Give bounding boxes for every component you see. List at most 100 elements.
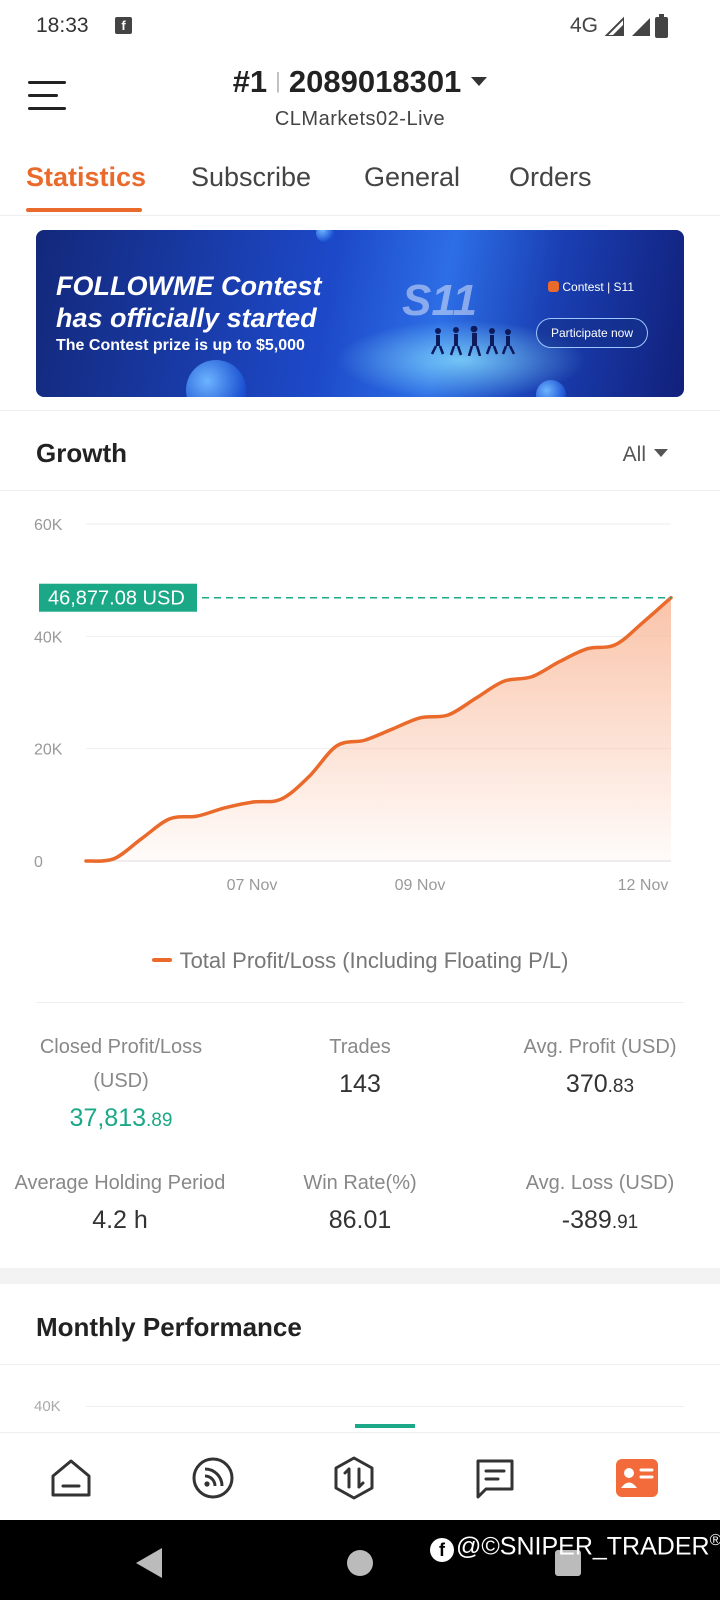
profile-card-icon[interactable] (614, 1455, 660, 1501)
stat-label: Avg. Loss (USD) (525, 1172, 675, 1194)
watermark-text: @©SNIPER_TRADER (456, 1532, 710, 1561)
chevron-down-icon (471, 77, 488, 86)
growth-chart: 60K 40K 20K 0 46,877.08 USD 07 Nov 09 Nov 12 No… (34, 517, 673, 894)
stat-value: 86.01 (328, 1206, 392, 1234)
banner-decoration (536, 380, 566, 397)
status-bar: 18:33 f 4G (0, 0, 720, 52)
feed-icon[interactable] (190, 1455, 236, 1501)
monthly-gridline (86, 1406, 684, 1407)
home-icon[interactable] (48, 1455, 94, 1501)
section-separator (0, 1268, 720, 1284)
stat-value-int: 37,813 (69, 1104, 147, 1132)
range-dropdown[interactable]: All (623, 443, 668, 467)
banner-contest-badge-label: Contest | S11 (562, 280, 634, 294)
active-tab-indicator (26, 208, 142, 212)
banner-season-mark: S11 (402, 276, 478, 325)
system-nav-bar: f @©SNIPER_TRADER® (0, 1520, 720, 1600)
stat-label: Avg. Profit (USD) (523, 1036, 677, 1058)
stat-value: -389.91 (495, 1206, 705, 1235)
growth-title: Growth (36, 438, 127, 468)
series-line (84, 595, 673, 863)
chevron-down-icon (654, 449, 668, 457)
menu-icon[interactable] (28, 78, 68, 114)
facebook-icon: f (430, 1538, 454, 1563)
stat-value: 370.83 (495, 1070, 705, 1099)
stat-value: 4.2 h (92, 1206, 148, 1234)
watermark-mark: ® (709, 1532, 720, 1549)
x-tick-label: 09 Nov (395, 877, 446, 894)
signal-icon-2 (632, 18, 650, 36)
monthly-performance-title: Monthly Performance (36, 1312, 302, 1342)
tab-general[interactable]: General (364, 162, 461, 192)
stat-label: Win Rate(%) (303, 1172, 417, 1194)
stat-label-unit: (USD) (93, 1070, 149, 1092)
account-rank: #1 (232, 64, 268, 99)
x-tick-label: 12 Nov (618, 877, 669, 894)
home-button-icon[interactable] (347, 1550, 373, 1576)
divider (36, 1002, 684, 1003)
messages-icon[interactable] (472, 1455, 518, 1501)
current-value-label: 46,877.08 USD (48, 588, 185, 610)
y-tick-label: 40K (34, 629, 63, 646)
banner-subtitle: The Contest prize is up to $5,000 (56, 337, 305, 354)
stat-value-dec: .89 (146, 1110, 173, 1131)
status-indicators: 4G (570, 14, 650, 38)
stat-win-rate: Win Rate(%) 86.01 (260, 1166, 460, 1235)
monthly-y-tick: 40K (34, 1398, 61, 1415)
bottom-nav (0, 1432, 720, 1520)
banner-contest-badge: Contest | S11 (548, 280, 634, 294)
stat-value: 143 (339, 1070, 381, 1098)
watermark: f @©SNIPER_TRADER® (430, 1532, 720, 1563)
tab-subscribe[interactable]: Subscribe (191, 162, 312, 192)
banner-headline-line1: FOLLOWME Contest (56, 271, 322, 301)
tab-bar: Statistics Subscribe General Orders (0, 148, 720, 216)
banner-decoration (186, 360, 246, 397)
series-area (86, 597, 671, 862)
legend-swatch (151, 958, 172, 962)
stat-label: Average Holding Period (14, 1172, 226, 1194)
runners-illustration (430, 326, 516, 356)
stat-closed-pl: Closed Profit/Loss (USD) 37,813.89 (10, 1030, 232, 1133)
contest-banner[interactable]: FOLLOWME Contest has officially started … (36, 230, 684, 397)
stat-value-int: 370 (565, 1070, 608, 1098)
stat-value-dec: .83 (607, 1076, 635, 1097)
stat-value: 37,813.89 (10, 1104, 232, 1133)
monthly-bar (355, 1424, 415, 1428)
tab-orders[interactable]: Orders (509, 162, 592, 192)
banner-headline-line2: has officially started (56, 303, 317, 333)
stat-avg-loss: Avg. Loss (USD) -389.91 (495, 1166, 705, 1235)
tab-statistics[interactable]: Statistics (26, 162, 147, 192)
legend-label: Total Profit/Loss (Including Floating P/… (179, 948, 569, 973)
banner-decoration (316, 230, 334, 242)
x-tick-label: 07 Nov (227, 877, 278, 894)
stat-trades: Trades 143 (260, 1030, 460, 1099)
y-tick-label: 60K (34, 517, 63, 534)
account-selector[interactable]: #1 | 2089018301 (0, 64, 720, 100)
trade-icon[interactable] (331, 1455, 377, 1501)
divider (0, 410, 720, 411)
back-icon[interactable] (136, 1548, 162, 1578)
facebook-notification-icon: f (115, 17, 132, 34)
divider (0, 1364, 720, 1365)
current-value-badge (39, 583, 197, 612)
status-time: 18:33 (36, 14, 89, 37)
banner-headline: FOLLOWME Contest has officially started (56, 270, 321, 334)
battery-icon (655, 14, 668, 38)
participate-button[interactable]: Participate now (536, 318, 648, 348)
stat-label: Closed Profit/Loss (39, 1036, 203, 1058)
stat-avg-holding: Average Holding Period 4.2 h (0, 1166, 240, 1235)
chart-legend: Total Profit/Loss (Including Floating P/… (0, 948, 720, 974)
y-tick-label: 20K (34, 742, 63, 759)
network-type: 4G (569, 14, 598, 37)
account-number: 2089018301 (288, 64, 462, 99)
stat-value-dec: .91 (611, 1212, 639, 1233)
divider (0, 490, 720, 491)
stat-avg-profit: Avg. Profit (USD) 370.83 (495, 1030, 705, 1099)
app-header: #1 | 2089018301 CLMarkets02-Live (0, 52, 720, 147)
y-tick-label: 0 (34, 854, 43, 871)
range-value: All (622, 443, 646, 466)
account-server: CLMarkets02-Live (274, 108, 446, 130)
stat-value-int: -389 (561, 1206, 612, 1234)
signal-icon (604, 16, 624, 36)
recent-apps-icon[interactable] (555, 1550, 581, 1576)
